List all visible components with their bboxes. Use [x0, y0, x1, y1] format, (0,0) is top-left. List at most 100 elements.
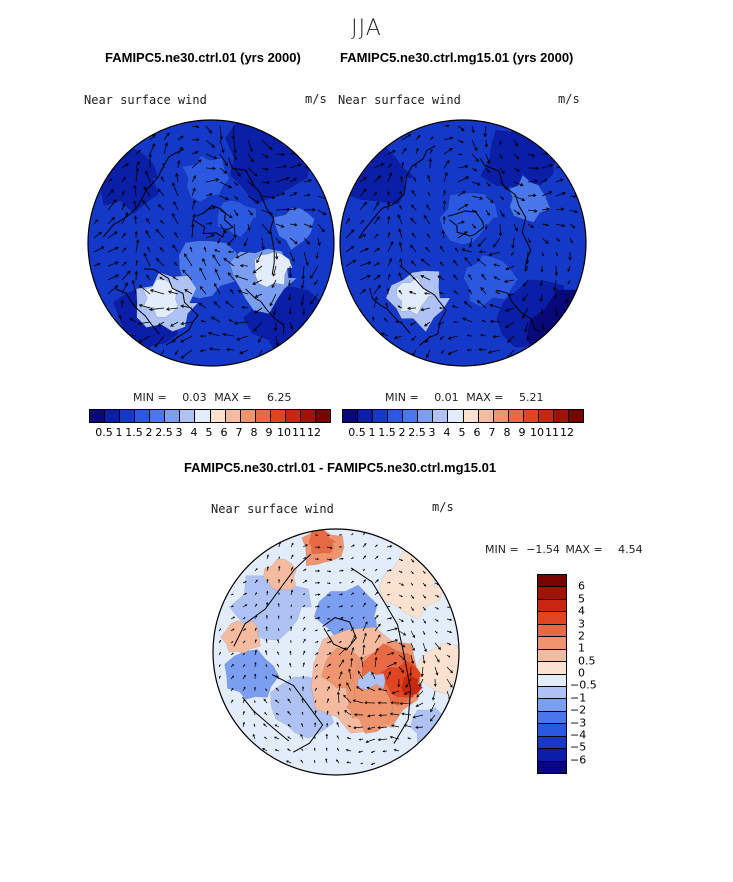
colorbar-swatch [538, 724, 566, 737]
colorbar-swatch [568, 410, 583, 422]
diff-min-label: MIN = [485, 543, 519, 556]
colorbar-tick-label: −5 [570, 740, 587, 754]
colorbar-swatch [433, 410, 449, 422]
left-max-value: 6.25 [266, 391, 292, 404]
colorbar-tick-label: 11 [292, 426, 306, 439]
season-title: JJA [351, 16, 382, 41]
colorbar-swatch [448, 410, 464, 422]
diff-map [212, 528, 460, 776]
colorbar-swatch [538, 624, 566, 638]
colorbar-tick-label: 6 [578, 579, 585, 593]
colorbar-swatch [538, 410, 554, 422]
colorbar-tick-label: 7 [235, 426, 243, 439]
right-units-label: m/s [558, 92, 580, 106]
colorbar-tick-label: 4 [578, 604, 585, 618]
right-colorbar-labels: 0.5 1 1.5 2 2.5 3 4 5 6 7 8 9 10 11 12 [342, 426, 582, 440]
colorbar-tick-label: 3 [578, 617, 585, 630]
right-minmax: MIN = 0.01 MAX = 5.21 [385, 391, 543, 404]
colorbar-tick-label: −4 [570, 728, 587, 742]
colorbar-swatch [463, 410, 479, 422]
right-max-value: 5.21 [518, 391, 544, 404]
colorbar-tick-label: 1 [578, 641, 585, 655]
colorbar-swatch [538, 587, 566, 600]
colorbar-swatch [403, 410, 419, 422]
colorbar-swatch [270, 410, 286, 422]
colorbar-swatch [285, 410, 301, 422]
diff-panel-title: FAMIPC5.ne30.ctrl.01 - FAMIPC5.ne30.ctrl… [183, 460, 497, 475]
colorbar-swatch [225, 410, 241, 422]
colorbar-tick-label: 12 [307, 426, 321, 439]
colorbar-swatch [538, 699, 566, 712]
diff-minmax: MIN = −1.54 MAX = 4.54 [485, 543, 643, 556]
colorbar-tick-label: 5 [578, 592, 585, 606]
colorbar-tick-label: 1 [115, 426, 123, 439]
colorbar-swatch [538, 686, 566, 700]
right-max-label: MAX = [466, 391, 504, 404]
left-panel-title: FAMIPC5.ne30.ctrl.01 (yrs 2000) [105, 50, 301, 65]
right-panel-title: FAMIPC5.ne30.ctrl.mg15.01 (yrs 2000) [340, 50, 574, 65]
colorbar-tick-label: −0.5 [570, 678, 597, 692]
colorbar-swatch [523, 410, 539, 422]
diff-colorbar [537, 574, 567, 774]
diff-max-value: 4.54 [618, 543, 643, 556]
right-variable-label: Near surface wind [338, 93, 461, 107]
left-colorbar [89, 409, 331, 423]
left-max-label: MAX = [214, 391, 252, 404]
colorbar-tick-label: 1 [368, 426, 376, 439]
colorbar-tick-label: 0.5 [578, 654, 596, 668]
diff-max-label: MAX = [565, 543, 603, 556]
right-min-label: MIN = [385, 391, 419, 404]
colorbar-swatch [538, 612, 566, 625]
colorbar-tick-label: 2.5 [155, 426, 173, 439]
colorbar-tick-label: −3 [570, 716, 587, 729]
colorbar-tick-label: −2 [570, 703, 587, 717]
colorbar-swatch [538, 599, 566, 613]
colorbar-tick-label: 0.5 [348, 426, 366, 439]
diff-min-value: −1.54 [526, 543, 560, 556]
colorbar-swatch [165, 410, 181, 422]
colorbar-swatch [538, 674, 566, 687]
colorbar-tick-label: 8 [503, 426, 511, 439]
colorbar-tick-label: 2.5 [408, 426, 426, 439]
colorbar-swatch [90, 410, 106, 422]
right-colorbar [342, 409, 584, 423]
right-map [339, 119, 587, 367]
colorbar-swatch [105, 410, 121, 422]
left-units-label: m/s [305, 92, 327, 106]
colorbar-tick-label: 4 [443, 426, 451, 439]
diff-units-label: m/s [432, 500, 454, 514]
left-colorbar-labels: 0.5 1 1.5 2 2.5 3 4 5 6 7 8 9 10 11 12 [89, 426, 329, 440]
colorbar-swatch [195, 410, 211, 422]
colorbar-swatch [478, 410, 494, 422]
colorbar-swatch [120, 410, 136, 422]
colorbar-tick-label: 2 [578, 629, 585, 643]
colorbar-swatch [373, 410, 389, 422]
left-min-label: MIN = [133, 391, 167, 404]
colorbar-swatch [538, 749, 566, 762]
diff-variable-label: Near surface wind [211, 502, 334, 516]
colorbar-swatch [255, 410, 271, 422]
colorbar-swatch [508, 410, 524, 422]
colorbar-swatch [210, 410, 226, 422]
colorbar-tick-label: 6 [220, 426, 228, 439]
colorbar-swatch [493, 410, 509, 422]
colorbar-tick-label: 2 [145, 426, 153, 439]
colorbar-swatch [538, 649, 566, 663]
colorbar-swatch [538, 761, 566, 773]
right-min-value: 0.01 [434, 391, 459, 404]
colorbar-tick-label: 11 [545, 426, 559, 439]
colorbar-tick-label: 3 [175, 426, 183, 439]
diff-colorbar-labels: 6 5 4 3 2 1 0.5 0 −0.5 −1 −2 −3 −4 −5 −6 [570, 574, 612, 772]
colorbar-tick-label: 5 [205, 426, 213, 439]
colorbar-tick-label: 8 [250, 426, 258, 439]
colorbar-swatch [553, 410, 569, 422]
colorbar-tick-label: 4 [190, 426, 198, 439]
colorbar-swatch [150, 410, 166, 422]
colorbar-tick-label: 10 [277, 426, 291, 439]
colorbar-tick-label: 10 [530, 426, 544, 439]
colorbar-tick-label: 0 [578, 666, 585, 680]
colorbar-swatch [538, 662, 566, 675]
colorbar-swatch [240, 410, 256, 422]
colorbar-tick-label: 0.5 [95, 426, 113, 439]
colorbar-tick-label: 1.5 [125, 426, 143, 439]
